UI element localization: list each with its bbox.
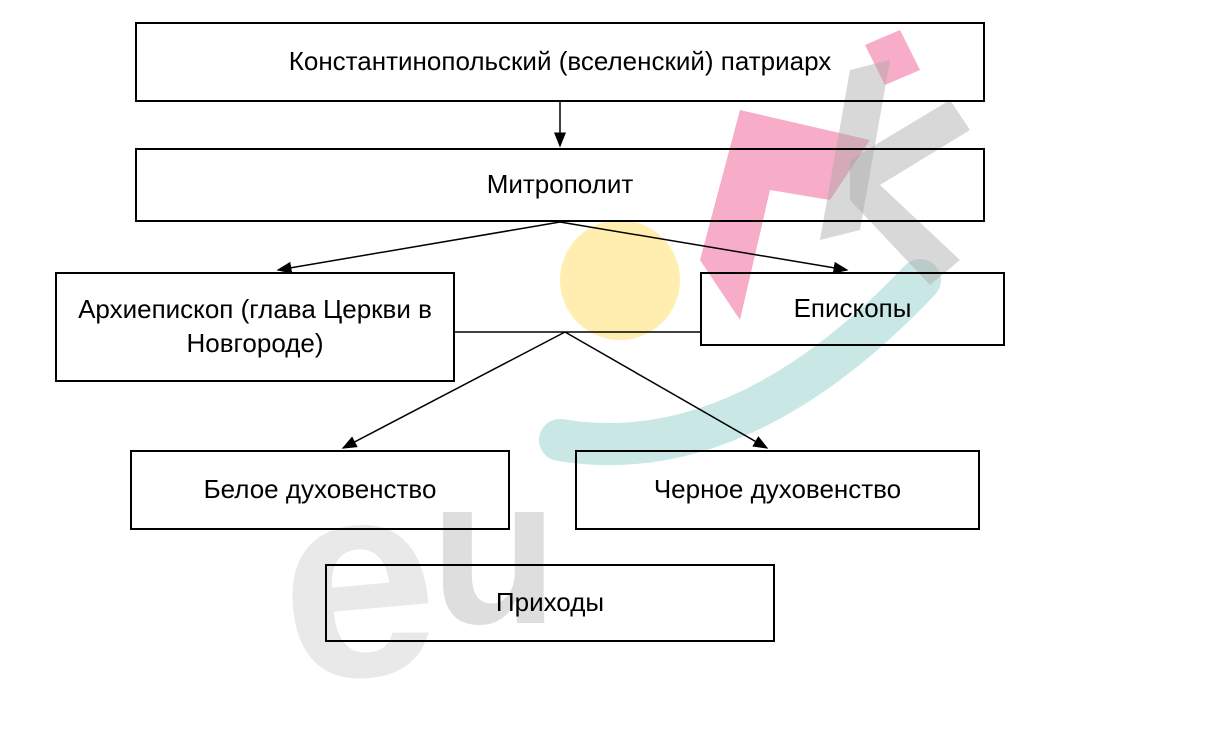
node-parishes: Приходы — [325, 564, 775, 642]
edge-metropolitan-bishops — [560, 222, 847, 270]
node-label: Белое духовенство — [204, 473, 437, 507]
node-label: Черное духовенство — [654, 473, 901, 507]
edge-metropolitan-archbishop — [278, 222, 560, 270]
node-black-clergy: Черное духовенство — [575, 450, 980, 530]
node-label: Архиепископ (глава Церкви в Новгороде) — [73, 293, 437, 361]
node-patriarch: Константинопольский (вселенский) патриар… — [135, 22, 985, 102]
node-metropolitan: Митрополит — [135, 148, 985, 222]
diagram-canvas: e u Константинопольский (вселенский) пат… — [0, 0, 1210, 688]
watermark-o — [560, 220, 680, 340]
node-label: Константинопольский (вселенский) патриар… — [289, 45, 832, 79]
node-white-clergy: Белое духовенство — [130, 450, 510, 530]
node-label: Митрополит — [487, 168, 634, 202]
node-label: Приходы — [496, 586, 604, 620]
edge-mid-black — [565, 332, 767, 448]
node-archbishop: Архиепископ (глава Церкви в Новгороде) — [55, 272, 455, 382]
node-label: Епископы — [794, 292, 912, 326]
node-bishops: Епископы — [700, 272, 1005, 346]
